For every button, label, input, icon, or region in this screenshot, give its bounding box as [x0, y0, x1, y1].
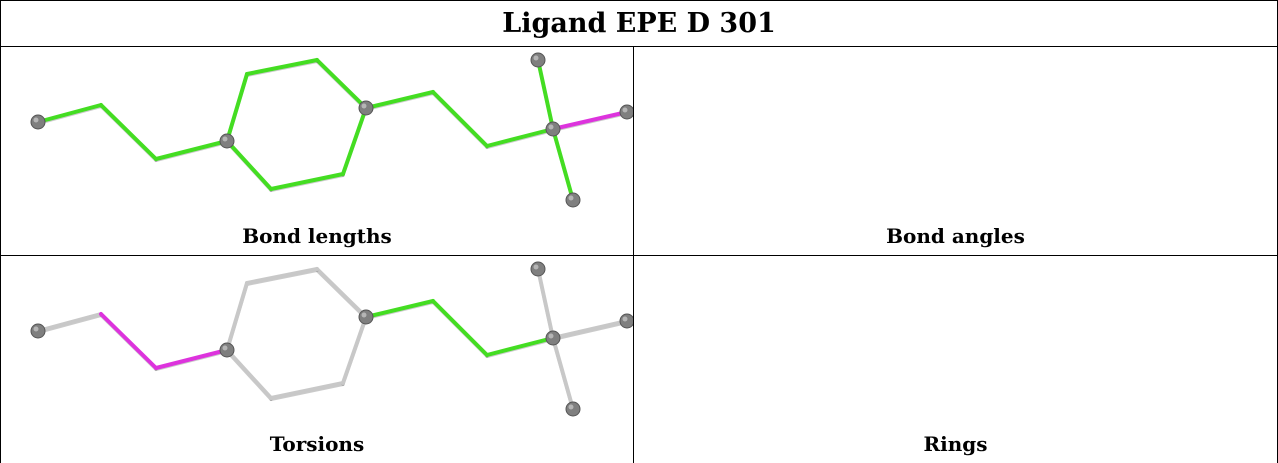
row-divider — [0, 255, 1278, 256]
bond-GJ — [364, 90, 435, 110]
bond-LN — [551, 319, 629, 340]
bond-HI — [245, 267, 319, 285]
atom-L — [545, 121, 561, 137]
molecule-torsions — [30, 261, 633, 417]
bond-KL — [485, 127, 555, 148]
atom-M — [530, 261, 546, 277]
atom-M — [530, 52, 546, 68]
bond-JK — [431, 90, 489, 148]
atom-highlight — [622, 107, 628, 113]
header-divider — [0, 46, 1278, 47]
atom-highlight — [33, 117, 39, 123]
atom-highlight — [33, 326, 39, 332]
atom-highlight — [533, 264, 539, 270]
atom-G — [358, 309, 374, 325]
molecule-bond-lengths — [30, 52, 633, 208]
panel-bond-lengths: Bond lengths — [1, 47, 633, 255]
bond-AB — [36, 312, 103, 333]
panel-torsions: Torsions — [1, 256, 633, 463]
atom-highlight — [361, 103, 367, 109]
bond-AB — [36, 103, 103, 124]
atom-highlight — [568, 404, 574, 410]
panel-bond-angles: Bond angles — [634, 47, 1277, 255]
column-divider — [633, 46, 634, 463]
bond-EF — [269, 381, 345, 400]
bond-GH — [315, 58, 368, 110]
table-border-left — [0, 0, 1, 463]
bond-LO — [551, 336, 575, 411]
bond-LO — [551, 127, 575, 202]
atom-highlight — [548, 333, 554, 339]
atom-highlight — [622, 316, 628, 322]
bond-EF — [269, 172, 345, 191]
bond-GJ — [364, 299, 435, 319]
atom-highlight — [548, 124, 554, 130]
atom-highlight — [222, 345, 228, 351]
bond-GH — [315, 267, 368, 319]
bond-ID — [225, 281, 249, 352]
table-title: Ligand EPE D 301 — [502, 8, 776, 39]
atom-highlight — [533, 55, 539, 61]
bond-BC — [99, 103, 158, 161]
bond-HI — [245, 58, 319, 76]
panel-rings: Rings — [634, 256, 1277, 463]
atom-D — [219, 342, 235, 358]
caption-torsions: Torsions — [269, 432, 365, 456]
bond-LN — [551, 110, 629, 131]
bond-BC — [99, 312, 158, 370]
bond-KL — [485, 336, 555, 357]
bond-FG — [341, 315, 368, 385]
table-border-top — [0, 0, 1278, 1]
bond-FG — [341, 106, 368, 176]
atom-A — [30, 323, 46, 339]
atom-O — [565, 192, 581, 208]
bond-DE — [225, 348, 273, 400]
caption-bond-angles: Bond angles — [886, 224, 1025, 248]
atom-D — [219, 133, 235, 149]
bond-CD — [154, 139, 229, 161]
bond-LM — [536, 58, 555, 131]
atom-L — [545, 330, 561, 346]
caption-rings: Rings — [923, 432, 988, 456]
bond-LM — [536, 267, 555, 340]
bond-DE — [225, 139, 273, 191]
atom-highlight — [361, 312, 367, 318]
caption-bond-lengths: Bond lengths — [242, 224, 392, 248]
bond-ID — [225, 72, 249, 143]
bond-CD — [154, 348, 229, 370]
atom-O — [565, 401, 581, 417]
bond-JK — [431, 299, 489, 357]
atom-highlight — [568, 195, 574, 201]
atom-G — [358, 100, 374, 116]
atom-highlight — [222, 136, 228, 142]
atom-A — [30, 114, 46, 130]
